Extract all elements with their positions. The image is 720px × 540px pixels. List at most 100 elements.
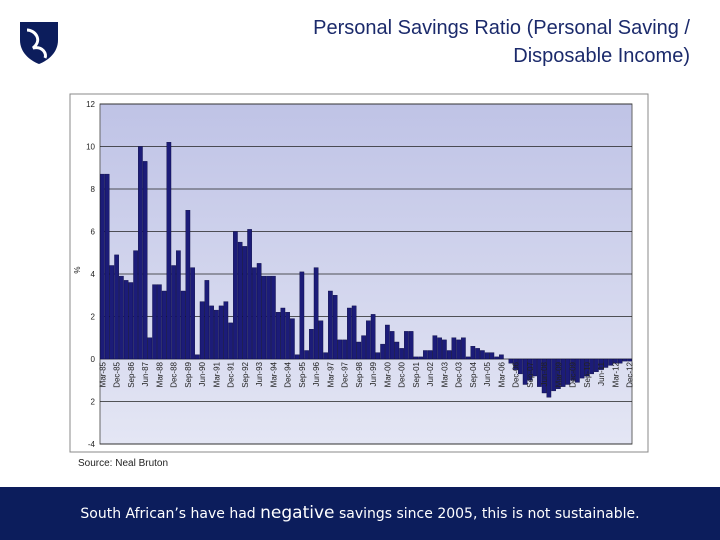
bar — [271, 275, 276, 360]
bar — [546, 358, 552, 398]
bar — [541, 358, 547, 394]
bar — [361, 335, 366, 360]
bar — [608, 358, 613, 366]
y-tick-label: 4 — [91, 270, 96, 279]
bar — [575, 358, 580, 383]
x-tick-label: Sep-98 — [355, 361, 364, 387]
bar — [603, 358, 609, 368]
y-tick-label: 10 — [86, 143, 95, 152]
source: Source: Neal Bruton — [78, 458, 168, 469]
bar — [190, 267, 195, 360]
x-tick-label: Dec-94 — [284, 361, 293, 387]
bar — [527, 358, 533, 381]
x-tick-label: Mar-94 — [269, 361, 278, 387]
title: Personal Savings Ratio (Personal Saving … — [313, 17, 690, 67]
bar — [128, 282, 134, 360]
bar — [437, 337, 442, 360]
x-tick-label: Dec-03 — [455, 361, 464, 387]
bar — [176, 250, 181, 360]
bar — [152, 284, 157, 360]
bar — [342, 339, 347, 360]
x-tick-label: Mar-03 — [440, 361, 449, 387]
bar — [598, 358, 604, 370]
bar — [613, 358, 618, 364]
x-tick-label: Jun-08 — [540, 361, 549, 386]
y-tick-label: 8 — [91, 185, 96, 194]
bar — [418, 356, 423, 360]
x-tick-label: Mar-85 — [98, 361, 107, 387]
bar — [290, 318, 295, 360]
bar — [228, 322, 233, 360]
bar — [275, 312, 281, 360]
bar — [204, 280, 210, 360]
x-tick-label: Mar-06 — [497, 361, 506, 387]
x-tick-label: Jun-93 — [255, 361, 264, 386]
bar — [589, 358, 594, 375]
x-tick-label: Sep-86 — [127, 361, 136, 387]
bar — [242, 246, 248, 360]
bar — [280, 307, 286, 360]
bar — [413, 356, 419, 360]
x-tick-label: Jun-99 — [369, 361, 378, 386]
x-tick-label: Sep-10 — [583, 361, 592, 387]
x-tick-label: Dec-09 — [569, 361, 578, 387]
bar — [370, 314, 376, 360]
y-tick-label: -4 — [88, 440, 96, 449]
bar — [266, 275, 271, 360]
bar — [233, 231, 238, 360]
bar — [252, 267, 257, 360]
x-tick-label: Sep-07 — [526, 361, 535, 387]
bar — [261, 275, 267, 360]
bar — [622, 358, 628, 362]
bar — [522, 358, 528, 385]
y-tick-label: 2 — [91, 313, 96, 322]
bar — [537, 358, 542, 387]
bar — [142, 161, 148, 360]
x-tick-label: Jun-11 — [597, 361, 606, 385]
bar — [389, 331, 395, 360]
bar — [480, 350, 485, 360]
bar — [451, 337, 457, 360]
x-tick-label: Mar-12 — [611, 361, 620, 387]
y-tick-label: 2 — [91, 398, 96, 407]
bar — [465, 356, 471, 360]
y-tick-label: 6 — [91, 228, 96, 237]
bar — [337, 339, 343, 360]
y-tick-label: 12 — [86, 100, 95, 109]
bar — [489, 352, 495, 360]
footer: South African’s have had negative saving… — [0, 487, 720, 540]
bar — [157, 284, 162, 360]
bar — [328, 290, 333, 360]
y-axis-label: % — [73, 266, 82, 273]
bar — [456, 339, 461, 360]
bar — [518, 358, 523, 375]
x-tick-label: Dec-91 — [227, 361, 236, 387]
bar — [560, 358, 566, 387]
x-tick-label: Dec-85 — [113, 361, 122, 387]
logo-mark — [26, 28, 47, 59]
bar — [100, 173, 105, 360]
y-tick-label: 0 — [91, 355, 96, 364]
bar — [551, 358, 556, 392]
bar — [594, 358, 599, 372]
bar — [223, 301, 229, 360]
x-tick-label: Mar-97 — [326, 361, 335, 387]
bar — [484, 352, 490, 360]
x-tick-label: Jun-02 — [426, 361, 435, 386]
bar — [119, 275, 124, 360]
bar — [133, 250, 138, 360]
bar — [309, 329, 314, 360]
x-tick-label: Sep-89 — [184, 361, 193, 387]
bar — [565, 358, 571, 385]
bar — [399, 348, 404, 360]
bar — [214, 309, 219, 360]
bar — [508, 358, 514, 364]
x-tick-label: Dec-06 — [512, 361, 521, 387]
bar — [209, 305, 214, 360]
bar — [446, 350, 452, 360]
bar — [385, 324, 390, 360]
x-tick-label: Mar-88 — [155, 361, 164, 387]
bar — [104, 173, 110, 360]
x-tick-label: Sep-01 — [412, 361, 421, 387]
bar — [494, 356, 499, 360]
